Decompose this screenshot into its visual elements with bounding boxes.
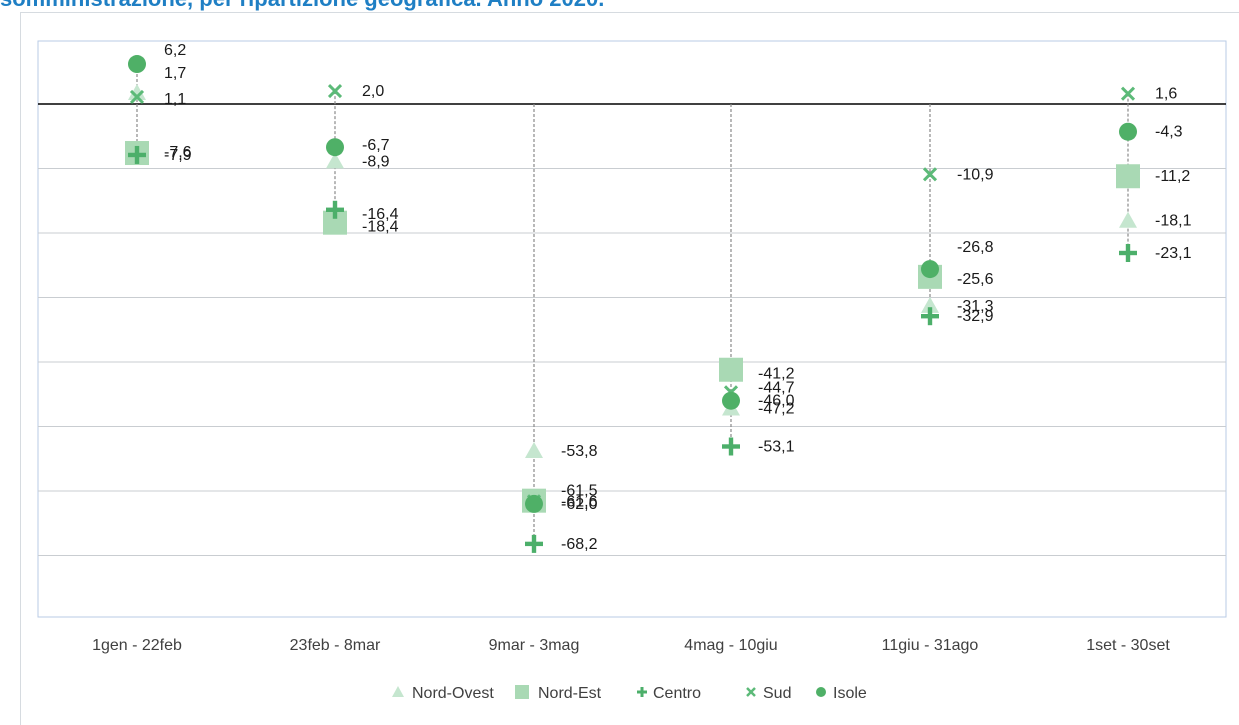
data-point-triangle [326, 152, 344, 169]
data-label: 1,7 [164, 65, 186, 82]
data-point-plus [1125, 243, 1131, 262]
data-label: -68,2 [561, 536, 598, 553]
plot-area [37, 40, 1227, 618]
data-label: -62,0 [561, 496, 598, 513]
legend-plus-icon [640, 687, 644, 697]
data-label: -25,6 [957, 271, 994, 288]
data-label: -8,9 [362, 153, 390, 170]
data-point-plus [134, 145, 140, 164]
data-label: -44,7 [758, 379, 795, 396]
data-label: -46,0 [758, 393, 795, 410]
chart-title: somministrazione, per ripartizione geogr… [0, 0, 604, 12]
data-label: -26,8 [957, 239, 994, 256]
data-point-x [129, 89, 145, 104]
data-label: 1,6 [1155, 86, 1177, 103]
data-label: -32,9 [957, 308, 994, 325]
data-point-plus [531, 534, 537, 553]
data-label: -11,2 [1155, 168, 1190, 185]
legend-item-nord-est: Nord-Est [515, 685, 602, 702]
data-point-x [1120, 86, 1136, 101]
data-label: -61,6 [561, 493, 598, 510]
legend-item-nord-ovest: Nord-Ovest [392, 685, 494, 702]
data-label: -18,4 [362, 219, 399, 236]
legend-label: Nord-Ovest [412, 685, 494, 702]
data-point-x [922, 167, 938, 182]
data-point-circle [128, 55, 146, 74]
legend-item-centro: Centro [637, 685, 701, 702]
data-point-circle [326, 138, 344, 157]
data-point-circle [1119, 122, 1137, 141]
chart-frame [20, 12, 1239, 725]
data-label: -18,1 [1155, 213, 1192, 230]
legend-triangle-icon [392, 686, 404, 697]
data-label: -7,9 [164, 147, 192, 164]
legend-label: Isole [833, 685, 867, 702]
data-label: 2,0 [362, 83, 384, 100]
legend-item-isole: Isole [816, 685, 867, 702]
x-tick-label: 23feb - 8mar [290, 637, 381, 654]
x-tick-label: 11giu - 31ago [882, 637, 979, 654]
data-point-circle [722, 391, 740, 410]
data-point-square [719, 357, 743, 382]
legend-label: Nord-Est [538, 685, 602, 702]
legend-circle-icon [816, 687, 826, 697]
data-point-triangle [921, 296, 939, 313]
legend-label: Centro [653, 685, 701, 702]
data-label: -10,9 [957, 166, 994, 183]
data-label: 1,1 [164, 91, 186, 108]
x-tick-label: 1set - 30set [1086, 637, 1170, 654]
data-label: -7,6 [164, 144, 192, 161]
legend-square-icon [515, 685, 529, 699]
x-tick-label: 1gen - 22feb [92, 637, 182, 654]
x-tick-label: 9mar - 3mag [489, 637, 580, 654]
data-point-triangle [1119, 211, 1137, 228]
data-label: -47,2 [758, 400, 795, 417]
data-point-circle [525, 494, 543, 513]
data-point-x [327, 84, 343, 99]
data-point-plus [332, 200, 338, 219]
data-label: -61,5 [561, 483, 598, 500]
data-point-plus [927, 307, 933, 326]
data-label: -53,1 [758, 438, 795, 455]
x-tick-label: 4mag - 10giu [684, 637, 777, 654]
data-point-square [1116, 164, 1140, 189]
data-label: -53,8 [561, 443, 598, 460]
data-point-circle [921, 260, 939, 279]
legend-x-icon [746, 687, 756, 697]
data-label: -23,1 [1155, 245, 1192, 262]
data-label: -16,4 [362, 206, 399, 223]
data-label: -41,2 [758, 366, 795, 383]
data-label: -31,3 [957, 298, 994, 315]
data-label: 6,2 [164, 42, 186, 59]
legend-label: Sud [763, 685, 791, 702]
data-point-triangle [525, 442, 543, 459]
data-label: -4,3 [1155, 124, 1183, 141]
legend-item-sud: Sud [746, 685, 791, 702]
data-point-plus [728, 437, 734, 456]
data-point-triangle [128, 84, 146, 101]
data-label: -6,7 [362, 137, 390, 154]
